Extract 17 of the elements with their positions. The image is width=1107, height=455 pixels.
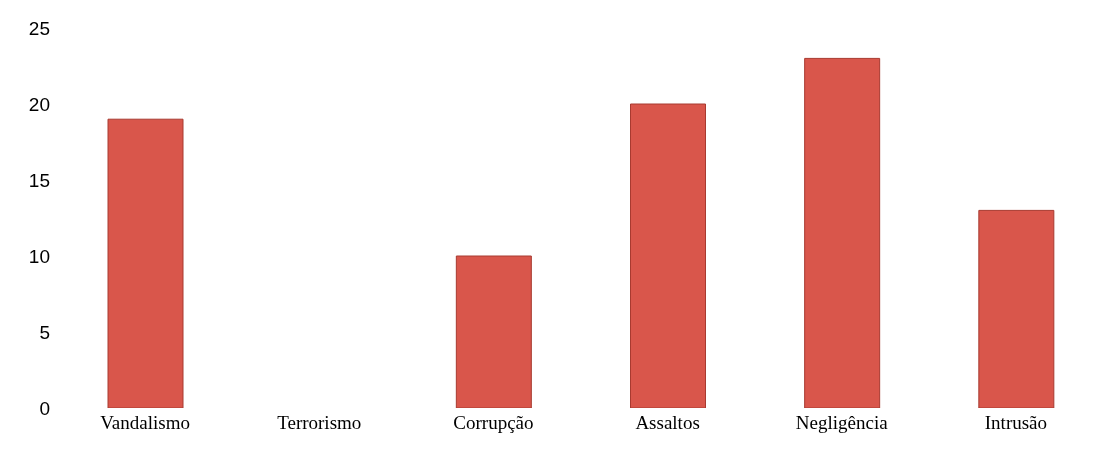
x-tick-label: Negligência [795,412,889,434]
x-tick-label: Intrusão [984,412,1048,434]
y-tick-label: 5 [39,321,50,343]
x-tick-label: Assaltos [635,412,700,434]
y-tick-label: 10 [28,245,50,267]
y-tick-label: 20 [28,93,50,115]
bar [978,209,1055,408]
y-tick-label: 25 [28,17,50,39]
x-tick-label: Corrupção [453,412,534,434]
bar [804,57,881,408]
bar [630,103,706,408]
y-tick-label: 15 [28,169,50,191]
x-tick-label: Vandalismo [100,412,190,434]
y-tick-label: 0 [39,397,50,419]
x-tick-label: Terrorismo [277,412,362,434]
bar [455,255,532,408]
bar [107,118,184,408]
